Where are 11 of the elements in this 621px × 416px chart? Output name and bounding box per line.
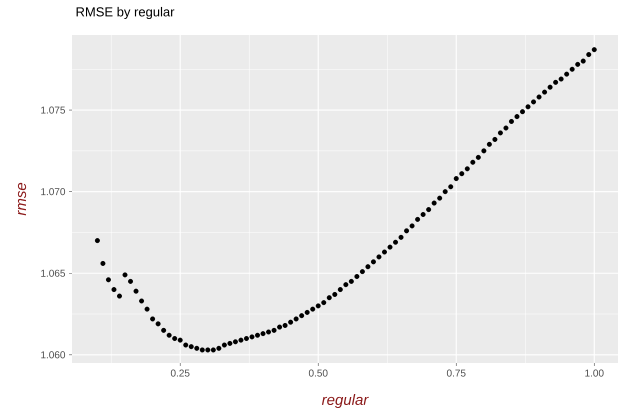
y-tick-label: 1.060 — [41, 351, 66, 358]
y-axis-title: rmse — [18, 182, 26, 216]
chart-title: RMSE by regular — [76, 6, 174, 20]
x-axis-title: regular — [322, 394, 369, 408]
y-tick-label: 1.075 — [41, 106, 66, 114]
y-tick-label: 1.070 — [41, 188, 66, 196]
x-tick-label: 0.75 — [446, 370, 466, 377]
x-tick-label: 1.00 — [585, 370, 604, 377]
x-tick-label: 0.50 — [308, 370, 328, 377]
y-tick-label: 1.065 — [41, 270, 66, 277]
x-tick-label: 0.25 — [170, 370, 190, 377]
